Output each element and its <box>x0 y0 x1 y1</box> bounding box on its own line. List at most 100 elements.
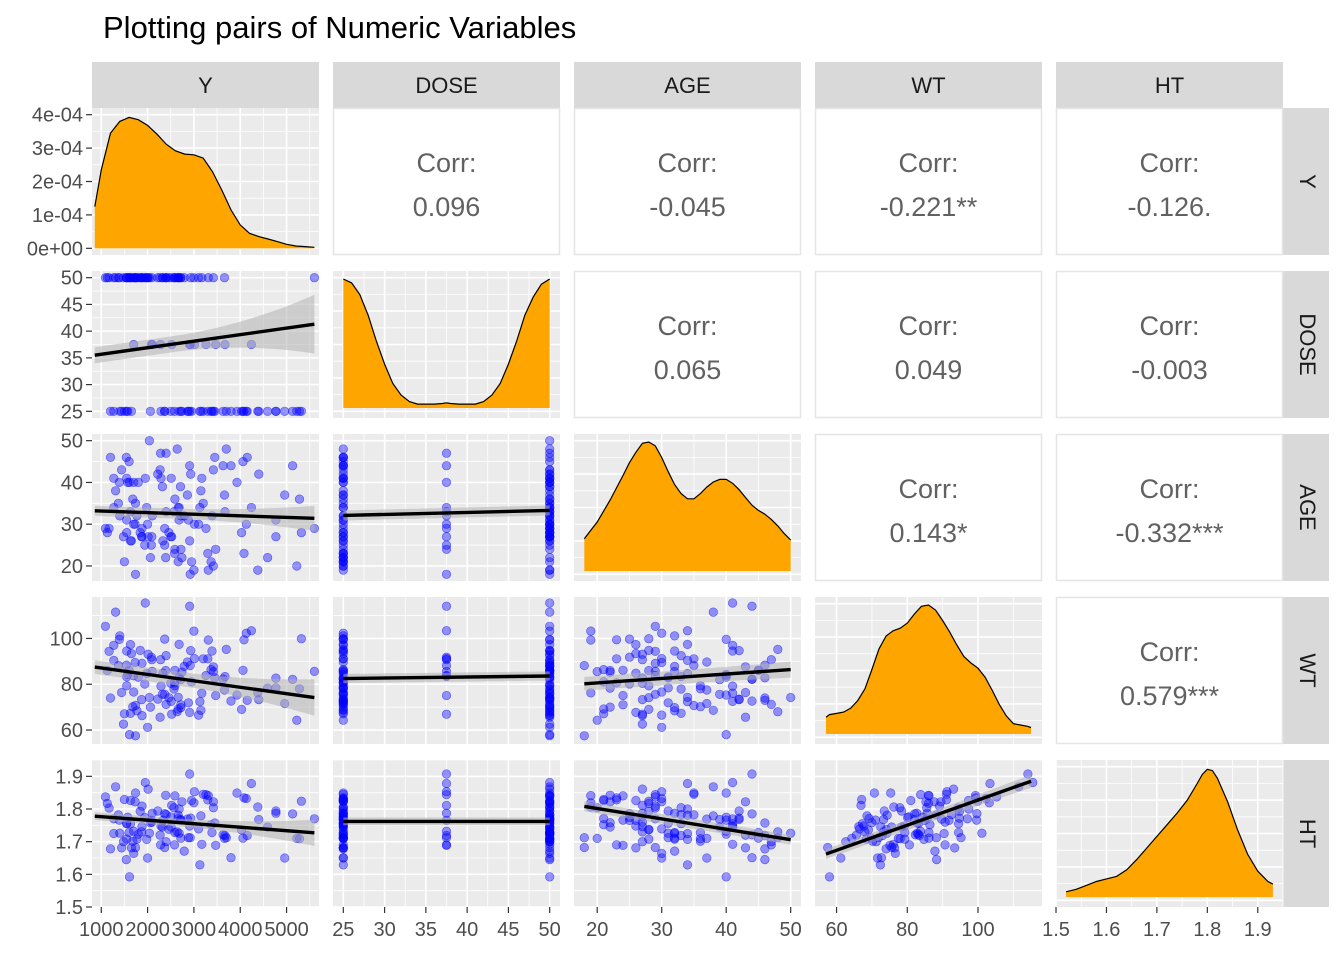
density-line <box>583 441 792 541</box>
regression-line <box>584 804 791 842</box>
corr-value: 0.065 <box>654 355 722 385</box>
correlation-panel <box>814 270 1043 419</box>
scatter-point <box>727 777 738 788</box>
scatter-point <box>941 789 952 799</box>
scatter-point <box>226 696 236 706</box>
scatter-point <box>734 645 744 656</box>
scatter-point <box>931 854 942 865</box>
corr-label: Corr: <box>1140 148 1200 178</box>
scatter-point <box>545 707 555 717</box>
column-strip-label: AGE <box>664 73 710 98</box>
scatter-point <box>143 519 153 529</box>
scatter-point <box>682 655 693 666</box>
scatter-point <box>221 406 231 416</box>
scatter-point <box>545 661 555 672</box>
regression-line <box>825 779 1032 856</box>
y-tick-label: 25 <box>61 401 83 423</box>
y-tick-label: 100 <box>50 628 83 650</box>
scatter-point <box>232 788 242 798</box>
scatter-point <box>296 634 307 644</box>
y-tick-label: 30 <box>61 375 83 397</box>
corr-label: Corr: <box>1140 311 1200 341</box>
scatter-point <box>169 684 179 694</box>
scatter-point <box>219 833 230 844</box>
scatter-point <box>631 795 641 806</box>
scatter-point <box>197 273 207 283</box>
scatter-point <box>545 777 555 788</box>
scatter-point <box>292 561 302 571</box>
scatter-point <box>618 690 628 701</box>
scatter-point <box>125 795 136 806</box>
scatter-point <box>173 692 183 702</box>
scatter-point <box>195 696 205 707</box>
scatter-point <box>441 769 452 779</box>
scatter-point <box>702 657 712 667</box>
scatter-point <box>156 406 166 416</box>
regression-line <box>94 322 315 357</box>
scatter-point <box>130 731 141 741</box>
scatter-point <box>766 699 776 710</box>
corr-label: Corr: <box>899 474 959 504</box>
scatter-point <box>663 828 673 838</box>
scatter-point <box>172 273 182 283</box>
scatter-point <box>644 634 654 644</box>
scatter-point <box>226 853 236 863</box>
x-tick-label: 45 <box>497 919 519 941</box>
scatter-point <box>545 872 555 882</box>
scatter-point <box>185 536 195 546</box>
scatter-point <box>721 815 731 825</box>
scatter-point <box>158 273 168 283</box>
scatter-point <box>156 840 166 850</box>
scatter-point <box>177 797 187 807</box>
scatter-point <box>441 532 452 542</box>
scatter-point <box>912 828 922 838</box>
scatter-point <box>198 406 208 416</box>
corr-value: 0.049 <box>895 355 963 385</box>
corr-label: Corr: <box>658 148 718 178</box>
scatter-point <box>657 824 667 834</box>
scatter-point <box>186 645 196 656</box>
scatter-point <box>160 406 170 416</box>
scatter-point <box>122 273 132 283</box>
scatter-point <box>203 565 213 575</box>
x-tick-label: 50 <box>780 919 802 941</box>
scatter-point <box>650 621 660 631</box>
scatter-point <box>167 709 177 719</box>
correlation-panel <box>1055 107 1284 256</box>
scatter-point <box>857 819 868 829</box>
x-tick-label: 1.6 <box>1093 919 1121 941</box>
scatter-point <box>637 719 648 729</box>
y-tick-label: 1e-04 <box>32 205 83 227</box>
scatter-point <box>206 557 216 567</box>
scatter-point <box>888 839 899 849</box>
scatter-point <box>734 694 744 704</box>
scatter-point <box>116 687 127 698</box>
scatter-point <box>545 646 555 656</box>
scatter-point <box>296 527 307 538</box>
scatter-point <box>221 644 231 655</box>
scatter-point <box>441 833 452 843</box>
scatter-point <box>624 652 635 662</box>
scatter-point <box>962 814 973 824</box>
scatter-point <box>211 544 221 554</box>
scatter-point <box>682 860 693 870</box>
scatter-point <box>172 444 182 454</box>
scatter-point <box>182 406 192 416</box>
density-line <box>343 278 551 405</box>
scatter-point <box>747 696 757 706</box>
scatter-point <box>637 821 648 832</box>
scatter-point <box>624 634 635 644</box>
scatter-point <box>118 837 129 847</box>
correlation-panel <box>814 107 1043 256</box>
scatter-point <box>657 687 667 697</box>
scatter-point <box>948 784 959 794</box>
scatter-point <box>786 692 796 703</box>
scatter-point <box>186 273 196 283</box>
scatter-point <box>338 804 348 814</box>
scatter-point <box>100 792 110 802</box>
scatter-point <box>919 834 929 845</box>
corr-value: -0.221** <box>880 192 978 222</box>
scatter-point <box>669 702 680 713</box>
scatter-point <box>130 569 141 579</box>
